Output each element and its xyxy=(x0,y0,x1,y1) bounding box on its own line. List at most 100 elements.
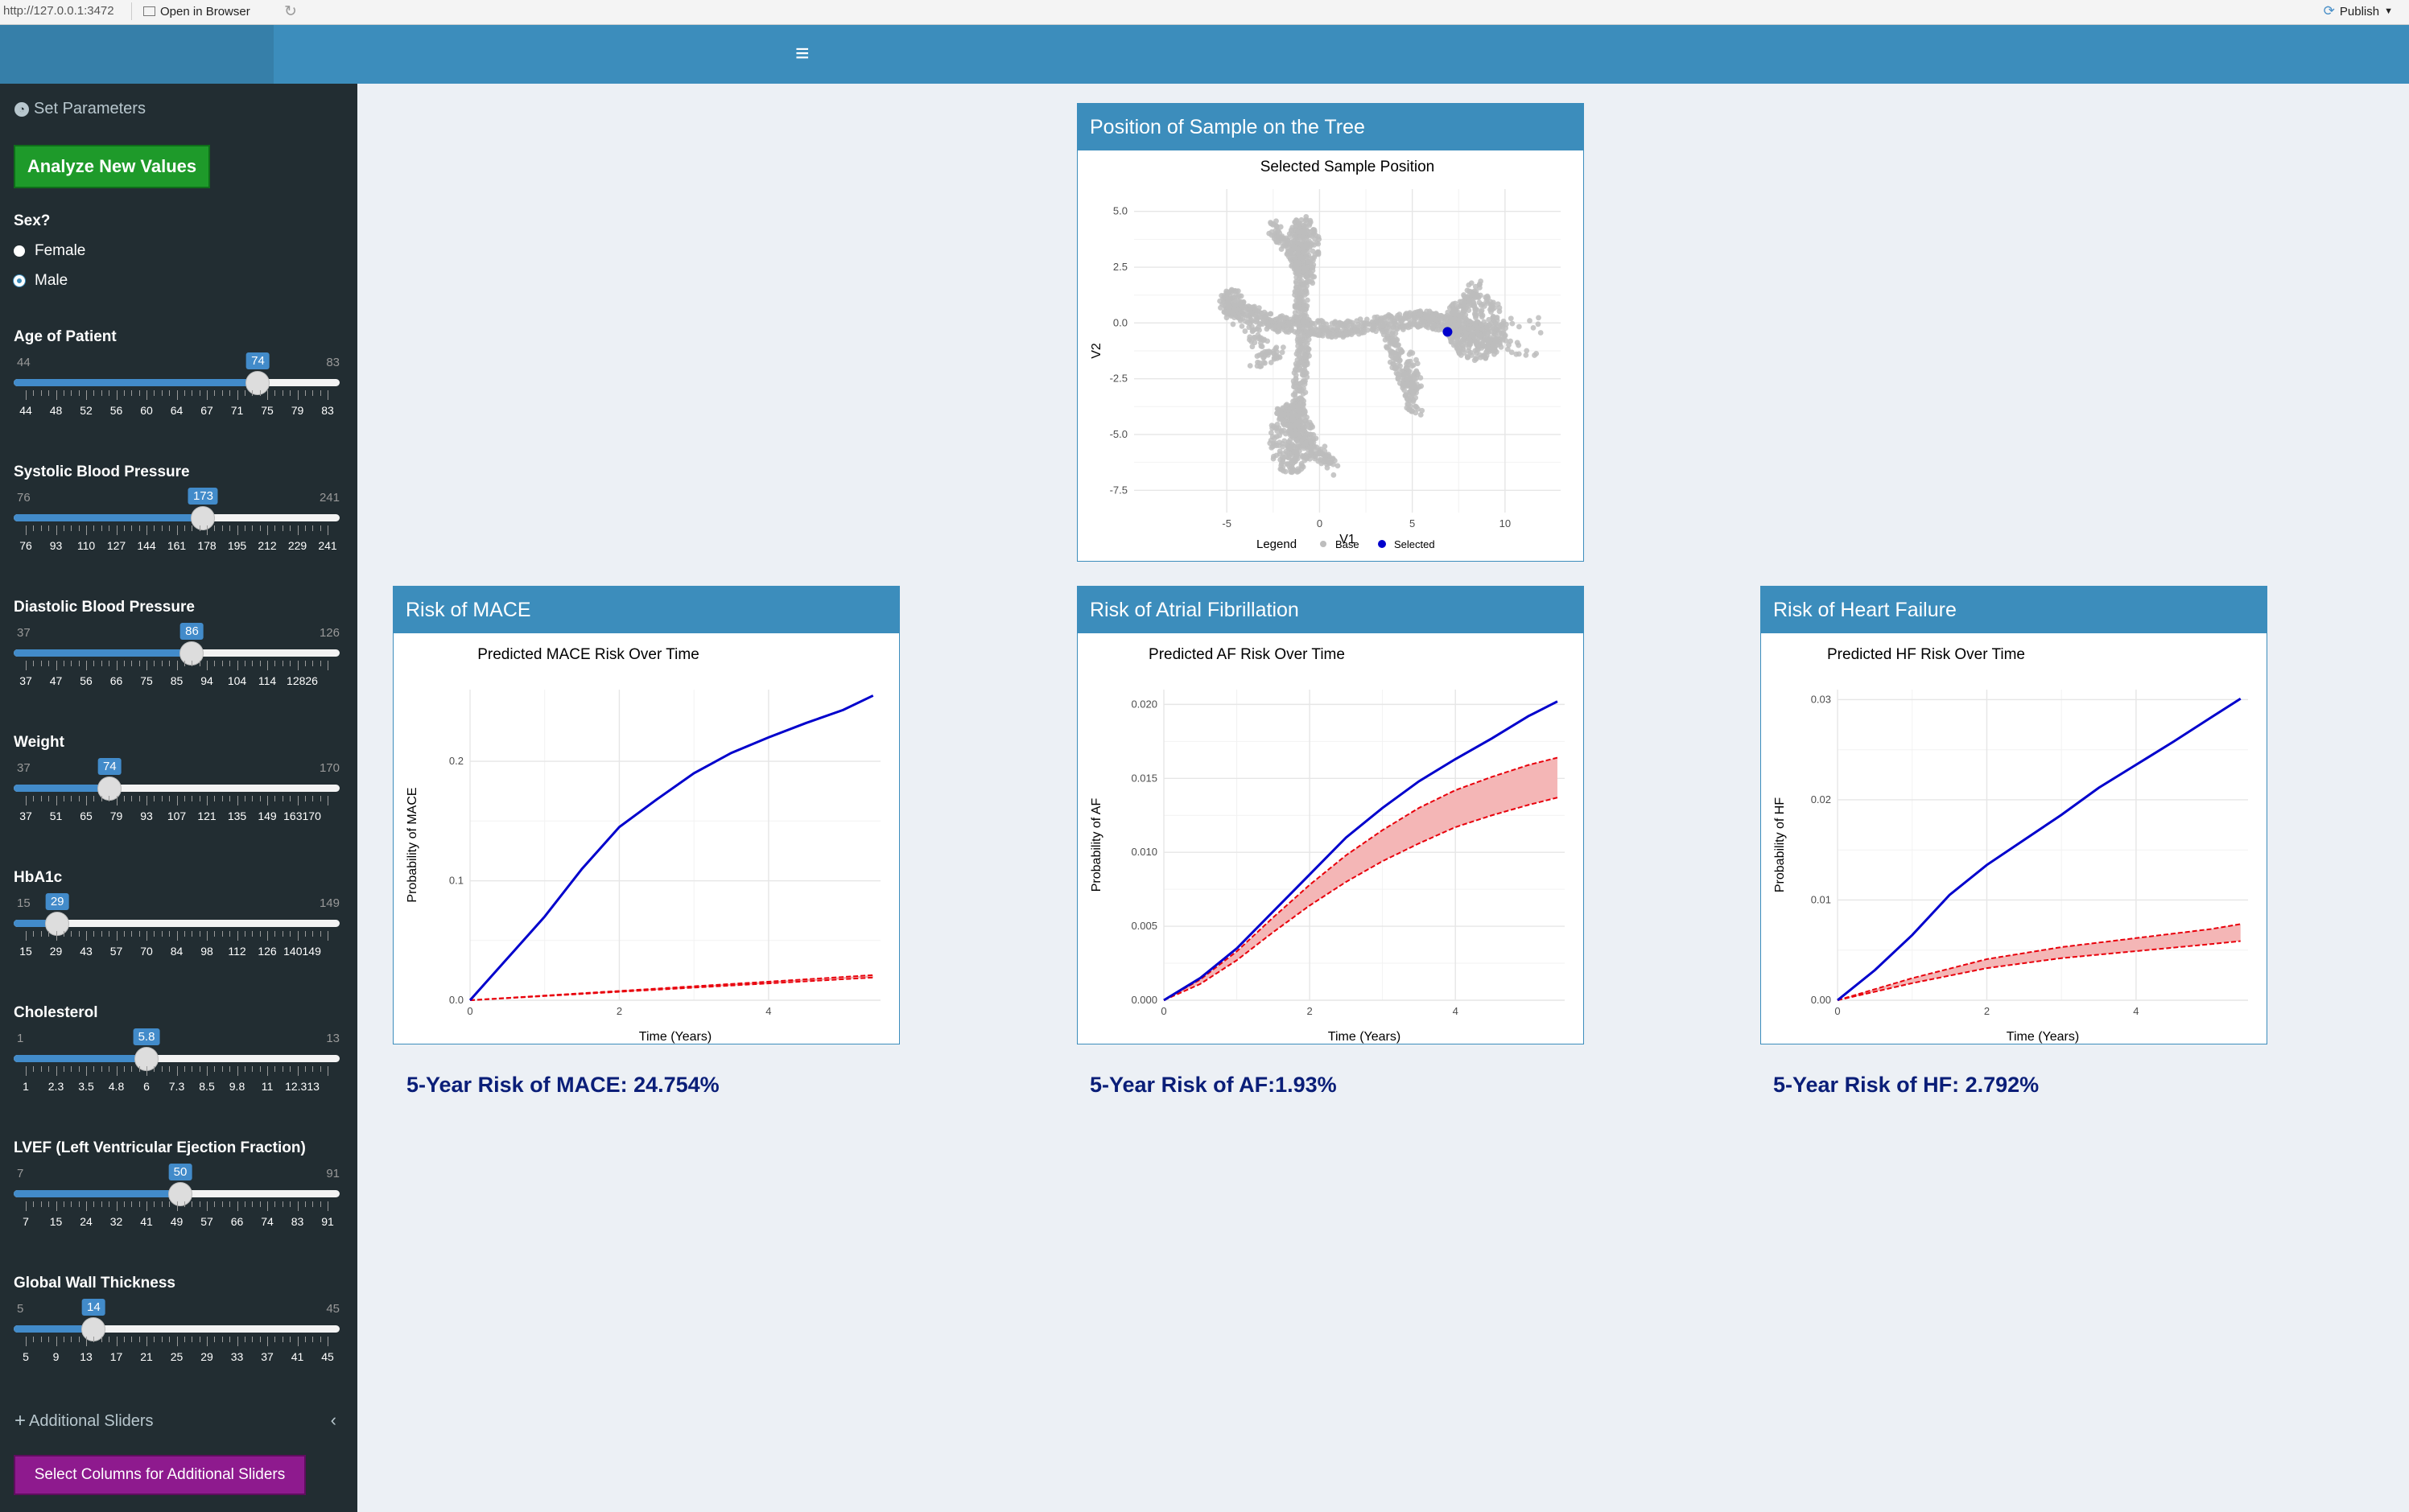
slider-track[interactable] xyxy=(14,1055,340,1062)
slider-handle[interactable] xyxy=(97,777,122,801)
slider-handle[interactable] xyxy=(167,1182,192,1206)
slider-tick xyxy=(169,1066,171,1072)
analyze-button[interactable]: Analyze New Values xyxy=(14,145,210,188)
sidebar-heading[interactable]: ◔ Set Parameters xyxy=(14,100,146,118)
base-point xyxy=(1466,348,1472,354)
base-point xyxy=(1273,239,1280,245)
base-point xyxy=(1451,322,1458,328)
slider-global-wall-thickness[interactable]: Global Wall Thickness 5 45 14 5 9 13 17 21 25 29 33… xyxy=(14,1275,340,1395)
slider-systolic-blood-pressure[interactable]: Systolic Blood Pressure 76 241 173 76 93 110 12… xyxy=(14,463,340,584)
slider-tick xyxy=(101,796,102,801)
base-point xyxy=(1246,307,1252,314)
sex-label: Sex? xyxy=(14,212,51,229)
slider-tick-label: 66 xyxy=(230,1215,244,1228)
radio-female[interactable]: Female xyxy=(14,242,85,260)
base-point xyxy=(1252,335,1258,341)
slider-tick xyxy=(214,796,216,801)
base-point xyxy=(1401,387,1407,393)
slider-tick xyxy=(237,661,238,670)
base-point xyxy=(1492,319,1499,326)
slider-tick xyxy=(131,1201,133,1207)
base-point xyxy=(1245,313,1251,319)
url-text[interactable]: http://127.0.0.1:3472 xyxy=(3,4,114,18)
slider-handle[interactable] xyxy=(191,506,216,530)
radio-male[interactable]: Male xyxy=(14,272,68,290)
chevron-left-icon[interactable]: ‹ xyxy=(330,1410,336,1430)
base-point xyxy=(1271,453,1277,459)
base-point xyxy=(1310,274,1316,280)
y-tick-label: -2.5 xyxy=(1110,373,1128,385)
slider-tick-label: 37 xyxy=(19,674,32,687)
slider-age-of-patient[interactable]: Age of Patient 44 83 74 44 48 52 56 60 64 67 71 75 79… xyxy=(14,328,340,449)
slider-tick xyxy=(259,661,261,666)
slider-track[interactable] xyxy=(14,1325,340,1333)
base-point xyxy=(1284,315,1290,321)
slider-handle[interactable] xyxy=(245,371,270,395)
base-point xyxy=(1422,313,1429,319)
slider-tick-label: 3.5 xyxy=(78,1080,94,1093)
base-point xyxy=(1310,262,1317,268)
slider-handle[interactable] xyxy=(45,912,70,936)
refresh-icon[interactable]: ↻ xyxy=(284,3,297,20)
additional-sliders-toggle[interactable]: + Additional Sliders ‹ xyxy=(14,1410,336,1432)
slider-tick-label: 93 xyxy=(140,810,153,822)
slider-track[interactable] xyxy=(14,785,340,792)
slider-tick xyxy=(26,390,27,400)
select-columns-button[interactable]: Select Columns for Additional Sliders xyxy=(14,1455,306,1495)
slider-tick xyxy=(207,390,208,400)
base-point xyxy=(1291,254,1297,260)
base-point xyxy=(1317,319,1322,326)
slider-tick xyxy=(71,390,72,396)
radio-circle[interactable] xyxy=(14,245,25,257)
base-point xyxy=(1343,330,1350,336)
slider-weight[interactable]: Weight 37 170 74 37 51 65 79 93 107 121 135 149 16317… xyxy=(14,734,340,855)
slider-hba1c[interactable]: HbA1c 15 149 29 15 29 43 57 70 84 98 112 126 140149 xyxy=(14,869,340,990)
slider-tick xyxy=(252,661,254,666)
slider-diastolic-blood-pressure[interactable]: Diastolic Blood Pressure 37 126 86 37 47 56 66 7… xyxy=(14,599,340,719)
base-point xyxy=(1493,349,1499,355)
slider-tick-label: 104 xyxy=(227,674,247,687)
slider-tick xyxy=(161,525,163,531)
slider-tick xyxy=(176,525,178,535)
base-point xyxy=(1476,285,1483,290)
base-point xyxy=(1260,314,1267,319)
slider-tick xyxy=(78,1201,80,1207)
slider-tick-label: 112 xyxy=(228,945,246,958)
slider-tick xyxy=(259,525,261,531)
slider-tick xyxy=(252,390,254,396)
open-in-browser-button[interactable]: Open in Browser xyxy=(143,2,250,20)
mace-risk-chart: Predicted MACE Risk Over Time 0 2 4 0.0 0.1 0.… xyxy=(406,646,881,1044)
base-point xyxy=(1409,394,1415,401)
slider-track[interactable] xyxy=(14,920,340,927)
sidebar-toggle-icon[interactable]: ≡ xyxy=(795,40,810,67)
slider-tick-label: 57 xyxy=(200,1215,213,1228)
slider-tick xyxy=(297,1337,299,1346)
slider-tick xyxy=(93,931,95,937)
base-point xyxy=(1298,241,1304,247)
base-point xyxy=(1301,381,1308,387)
slider-tick xyxy=(40,390,42,396)
slider-tick xyxy=(229,1201,231,1207)
radio-circle-selected[interactable] xyxy=(14,275,25,286)
publish-button[interactable]: ⟳ Publish ▼ xyxy=(2324,2,2393,20)
slider-tick xyxy=(312,661,314,666)
x-tick-label: 4 xyxy=(2133,1005,2139,1017)
slider-tick-label: 12.313 xyxy=(285,1080,320,1093)
slider-tick xyxy=(169,1337,171,1342)
slider-tick-labels: 7 15 24 32 41 49 57 66 74 83 91 xyxy=(14,1215,340,1228)
slider-cholesterol[interactable]: Cholesterol 1 13 5.8 1 2.3 3.5 4.8 6 7.3 8.5 9.8 11 1… xyxy=(14,1004,340,1125)
base-point xyxy=(1277,466,1284,472)
slider-lvef-left-ventricular-ejection-fraction[interactable]: LVEF (Left Ventricular Ejection Fraction… xyxy=(14,1139,340,1260)
base-point xyxy=(1291,384,1297,389)
base-point xyxy=(1509,320,1516,327)
base-point xyxy=(1464,340,1471,346)
base-point xyxy=(1524,348,1530,354)
base-point xyxy=(1310,320,1316,327)
base-point xyxy=(1307,455,1313,462)
base-point xyxy=(1489,307,1495,312)
slider-tick xyxy=(184,1337,185,1342)
slider-tick-label: 84 xyxy=(170,945,184,958)
y-tick-label: 0.03 xyxy=(1811,693,1831,705)
slider-tick-label: 126 xyxy=(258,945,277,958)
slider-tick-label: 98 xyxy=(200,945,213,958)
